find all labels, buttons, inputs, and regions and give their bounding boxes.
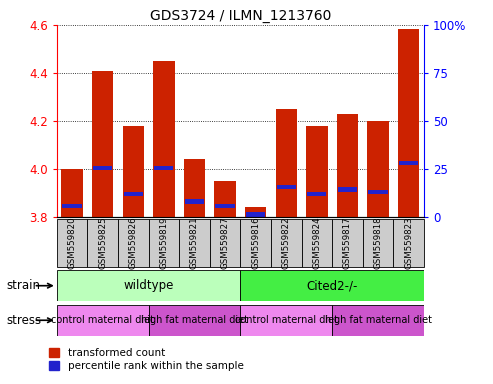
Bar — [122, 126, 144, 217]
Bar — [367, 121, 389, 217]
Bar — [302, 219, 332, 267]
Bar — [306, 126, 327, 217]
Text: high fat maternal diet: high fat maternal diet — [324, 315, 431, 325]
Bar — [124, 192, 143, 196]
Bar — [184, 159, 205, 217]
Bar — [332, 305, 424, 336]
Text: GSM559818: GSM559818 — [374, 217, 383, 269]
Bar — [241, 270, 424, 301]
Bar — [148, 305, 241, 336]
Bar — [210, 219, 240, 267]
Bar — [368, 190, 387, 194]
Bar — [245, 207, 266, 217]
Bar — [62, 204, 82, 208]
Text: GSM559822: GSM559822 — [282, 217, 291, 269]
Text: GSM559823: GSM559823 — [404, 217, 413, 269]
Bar — [399, 161, 419, 165]
Text: GSM559816: GSM559816 — [251, 217, 260, 269]
Bar — [154, 166, 174, 170]
Bar — [87, 219, 118, 267]
Bar — [307, 192, 326, 196]
Bar — [363, 219, 393, 267]
Text: strain: strain — [6, 279, 40, 292]
Text: GSM559821: GSM559821 — [190, 217, 199, 269]
Bar — [57, 305, 148, 336]
Text: control maternal diet: control maternal diet — [51, 315, 154, 325]
Text: control maternal diet: control maternal diet — [235, 315, 338, 325]
Text: GSM559825: GSM559825 — [98, 217, 107, 269]
Legend: transformed count, percentile rank within the sample: transformed count, percentile rank withi… — [45, 344, 247, 375]
Bar — [179, 219, 210, 267]
Bar — [241, 219, 271, 267]
Text: GSM559817: GSM559817 — [343, 217, 352, 269]
Text: GSM559824: GSM559824 — [313, 217, 321, 269]
Text: GSM559826: GSM559826 — [129, 217, 138, 269]
Text: wildtype: wildtype — [123, 279, 174, 292]
Bar — [241, 305, 332, 336]
Bar — [92, 71, 113, 217]
Bar — [393, 219, 424, 267]
Bar — [398, 28, 420, 217]
Bar — [276, 109, 297, 217]
Bar — [185, 199, 204, 204]
Bar — [148, 219, 179, 267]
Bar — [153, 61, 175, 217]
Text: GSM559820: GSM559820 — [68, 217, 76, 269]
Text: high fat maternal diet: high fat maternal diet — [141, 315, 248, 325]
Bar — [215, 204, 235, 208]
Text: GSM559827: GSM559827 — [220, 217, 230, 269]
Bar — [118, 219, 148, 267]
Text: GSM559819: GSM559819 — [159, 217, 168, 269]
Bar — [246, 212, 265, 217]
Bar — [337, 114, 358, 217]
Text: stress: stress — [6, 314, 41, 327]
Bar — [214, 181, 236, 217]
Bar — [332, 219, 363, 267]
Bar — [338, 187, 357, 192]
Text: Cited2-/-: Cited2-/- — [307, 279, 358, 292]
Title: GDS3724 / ILMN_1213760: GDS3724 / ILMN_1213760 — [150, 8, 331, 23]
Bar — [277, 185, 296, 189]
Bar — [57, 270, 241, 301]
Bar — [93, 166, 112, 170]
Bar — [271, 219, 302, 267]
Bar — [57, 219, 87, 267]
Bar — [61, 169, 83, 217]
